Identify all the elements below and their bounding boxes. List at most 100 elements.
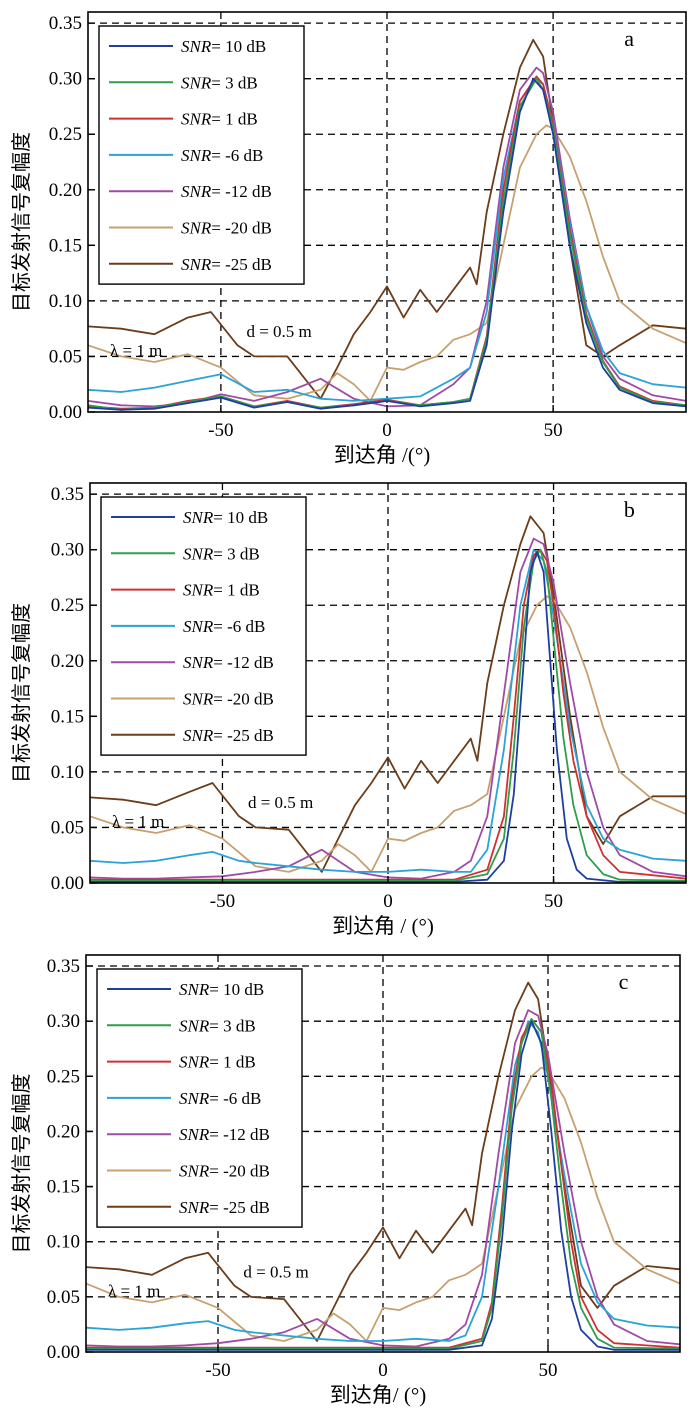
legend-value: = -25 dB [213, 726, 274, 745]
y-tick-label: 0.20 [49, 180, 82, 201]
y-tick-label: 0.00 [51, 873, 84, 894]
legend-value: = -12 dB [213, 653, 274, 672]
legend-entry: SNR= -25 dB [179, 1198, 270, 1217]
y-tick-label: 0.00 [47, 1342, 80, 1363]
chart-panel-c: -50 0 50 0.00 0.05 0.10 0.15 0.20 0.25 0.30 0.35 到达… [10, 954, 681, 1407]
legend-value: = 1 dB [209, 1053, 255, 1072]
y-tick-label: 0.00 [49, 402, 82, 423]
annotation-spacing: d = 0.5 m [248, 793, 313, 812]
series-line-4 [85, 1020, 681, 1342]
annotation-spacing: d = 0.5 m [246, 322, 311, 341]
y-tick-label: 0.35 [51, 484, 84, 505]
legend-value: = -6 dB [209, 1089, 261, 1108]
y-tick-label: 0.15 [49, 235, 82, 256]
legend-prefix: SNR [179, 980, 210, 999]
legend-prefix: SNR [181, 73, 212, 92]
y-tick-label: 0.05 [49, 346, 82, 367]
legend-prefix: SNR [181, 110, 212, 129]
legend-entry: SNR= 10 dB [179, 980, 264, 999]
y-tick-label: 0.25 [47, 1066, 80, 1087]
legend-entry: SNR= -12 dB [183, 653, 274, 672]
legend-value: = 10 dB [211, 37, 266, 56]
legend-value: = 3 dB [213, 544, 259, 563]
x-tick-label: 50 [544, 891, 563, 912]
y-tick-label: 0.20 [51, 651, 84, 672]
x-tick-label: 50 [544, 420, 563, 441]
legend-entry: SNR= -25 dB [183, 726, 274, 745]
x-tick-label: -50 [208, 420, 233, 441]
x-tick-label: 0 [378, 1360, 388, 1381]
y-tick-label: 0.30 [51, 540, 84, 561]
legend-value: = 1 dB [211, 110, 257, 129]
legend-prefix: SNR [179, 1053, 210, 1072]
y-axis-label: 目标发射信号复幅度 [10, 132, 33, 312]
legend-entry: SNR= -20 dB [179, 1162, 270, 1181]
y-tick-label: 0.10 [49, 291, 82, 312]
series-line-1 [87, 77, 687, 411]
legend-prefix: SNR [181, 146, 212, 165]
y-tick-label: 0.10 [51, 762, 84, 783]
legend-entry: SNR= 3 dB [181, 73, 258, 92]
legend-entry: SNR= -25 dB [181, 255, 272, 274]
legend-prefix: SNR [181, 182, 212, 201]
legend-value: = 1 dB [213, 581, 259, 600]
legend-value: = 10 dB [209, 980, 264, 999]
legend-value: = -25 dB [209, 1198, 270, 1217]
legend-entry: SNR= -6 dB [179, 1089, 261, 1108]
legend-entry: SNR= -12 dB [181, 182, 272, 201]
x-tick-label: -50 [210, 891, 235, 912]
legend-entry: SNR= 3 dB [179, 1016, 256, 1035]
legend-prefix: SNR [183, 544, 214, 563]
legend-prefix: SNR [183, 581, 214, 600]
legend-entry: SNR= 1 dB [183, 581, 260, 600]
y-axis-label: 目标发射信号复幅度 [10, 603, 33, 783]
x-axis-label: 到达角/ (°) [330, 1383, 426, 1407]
legend-entry: SNR= -6 dB [183, 617, 265, 636]
series-line-7 [89, 515, 686, 873]
series-line-4 [89, 548, 687, 873]
legend-prefix: SNR [181, 219, 212, 238]
y-tick-label: 0.20 [47, 1121, 80, 1142]
series-line-4 [87, 77, 687, 402]
x-tick-label: -50 [205, 1360, 230, 1381]
legend-value: = 3 dB [209, 1016, 255, 1035]
legend-entry: SNR= 1 dB [181, 110, 258, 129]
legend-value: = 10 dB [213, 508, 268, 527]
annotation-spacing: d = 0.5 m [243, 1262, 308, 1281]
x-tick-label: 50 [539, 1360, 558, 1381]
x-tick-label: 0 [382, 420, 392, 441]
legend-value: = -20 dB [213, 690, 274, 709]
legend-entry: SNR= -6 dB [181, 146, 263, 165]
legend-entry: SNR= -20 dB [181, 219, 272, 238]
x-axis-label: 到达角 /(°) [334, 443, 430, 467]
legend-entry: SNR= 10 dB [183, 508, 268, 527]
legend-prefix: SNR [183, 690, 214, 709]
legend-value: = 3 dB [211, 73, 257, 92]
chart-panel-b: -50 0 50 0.00 0.05 0.10 0.15 0.20 0.25 0.30 0.35 到达… [10, 482, 687, 938]
annotation-wavelength: λ = 1 m [108, 1281, 160, 1300]
legend-prefix: SNR [183, 508, 214, 527]
annotation-wavelength: λ = 1 m [110, 341, 162, 360]
legend-prefix: SNR [179, 1125, 210, 1144]
legend-entry: SNR= -20 dB [183, 690, 274, 709]
x-axis-label: 到达角 / (°) [332, 914, 434, 938]
y-axis-label: 目标发射信号复幅度 [10, 1074, 33, 1254]
legend-prefix: SNR [183, 617, 214, 636]
series-line-6 [85, 1066, 681, 1342]
legend-value: = -12 dB [209, 1125, 270, 1144]
legend-prefix: SNR [179, 1016, 210, 1035]
legend-entry: SNR= 3 dB [183, 544, 260, 563]
y-tick-label: 0.15 [47, 1177, 80, 1198]
legend-value: = -6 dB [213, 617, 265, 636]
x-tick-label: 0 [383, 891, 393, 912]
chart-panel-a: -50 0 50 0.00 0.05 0.10 0.15 0.20 0.25 0.30 0.35 到达… [10, 11, 687, 467]
y-tick-label: 0.35 [47, 956, 80, 977]
y-tick-label: 0.05 [51, 817, 84, 838]
y-tick-label: 0.35 [49, 13, 82, 34]
panel-label: b [624, 497, 635, 522]
y-tick-label: 0.15 [51, 706, 84, 727]
legend-entry: SNR= -12 dB [179, 1125, 270, 1144]
legend-prefix: SNR [179, 1162, 210, 1181]
